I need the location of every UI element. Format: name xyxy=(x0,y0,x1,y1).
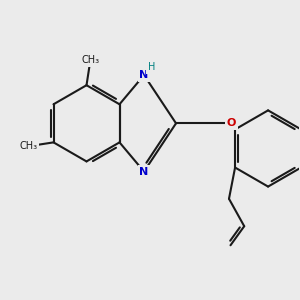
Text: CH₃: CH₃ xyxy=(20,141,38,151)
Text: N: N xyxy=(140,70,148,80)
Text: O: O xyxy=(226,118,236,128)
Text: H: H xyxy=(148,62,155,73)
Text: N: N xyxy=(140,167,148,177)
Text: CH₃: CH₃ xyxy=(81,56,99,65)
